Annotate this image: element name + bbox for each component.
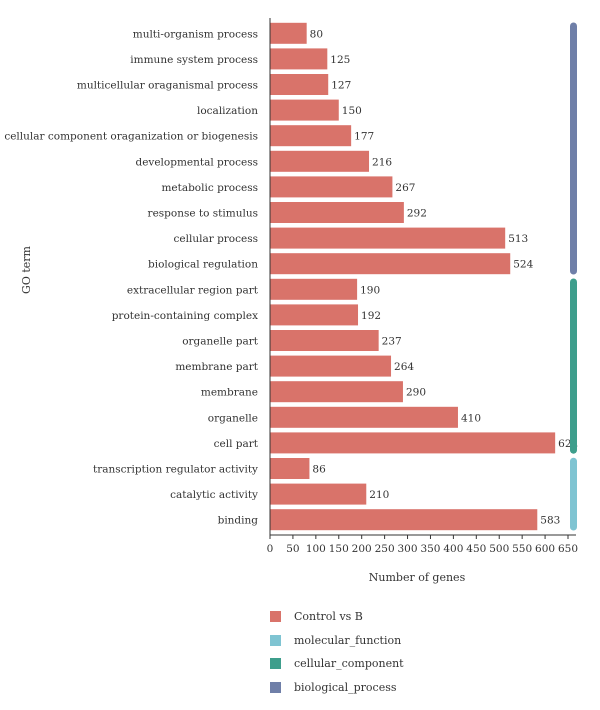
value-label: 210 xyxy=(369,489,389,501)
bar-10 xyxy=(270,278,358,300)
bar-1 xyxy=(270,48,328,70)
bar-18 xyxy=(270,483,367,505)
y-axis-title: GO term xyxy=(20,245,33,293)
group-bar-biological_process xyxy=(570,22,577,275)
legend-item: Control vs B xyxy=(270,605,404,629)
value-label: 127 xyxy=(331,80,351,92)
x-tick-label: 650 xyxy=(558,543,578,555)
bar-2 xyxy=(270,74,329,95)
bar-14 xyxy=(270,381,403,403)
category-label: multicellular oraganismal process xyxy=(77,80,258,92)
category-label: binding xyxy=(218,515,259,527)
legend-label: molecular_function xyxy=(294,633,402,647)
value-label: 513 xyxy=(508,233,528,245)
bar-4 xyxy=(270,125,352,147)
bar-6 xyxy=(270,176,393,198)
category-label: catalytic activity xyxy=(170,489,258,501)
category-label: organelle part xyxy=(182,336,259,348)
value-label: 150 xyxy=(342,105,362,117)
legend-swatch xyxy=(270,658,281,670)
x-tick-label: 0 xyxy=(267,543,274,555)
bar-3 xyxy=(270,99,339,121)
legend: Control vs B molecular_function cellular_c… xyxy=(270,605,404,699)
bar-0 xyxy=(270,22,307,44)
value-label: 216 xyxy=(372,156,392,168)
category-label: cell part xyxy=(214,438,259,450)
category-label: localization xyxy=(197,105,258,117)
value-label: 125 xyxy=(330,54,350,66)
category-label: protein-containing complex xyxy=(112,310,258,322)
value-label: 264 xyxy=(394,361,414,373)
value-label: 290 xyxy=(406,387,426,399)
x-tick-label: 450 xyxy=(466,543,486,555)
category-label: organelle xyxy=(208,412,258,424)
value-label: 410 xyxy=(461,412,481,424)
legend-label: Control vs B xyxy=(294,610,363,624)
x-tick-label: 150 xyxy=(329,543,349,555)
bar-16 xyxy=(270,432,556,454)
group-indicators xyxy=(570,22,577,531)
x-tick-label: 250 xyxy=(375,543,395,555)
category-labels: multi-organism process immune system proc… xyxy=(4,28,258,526)
category-label: extracellular region part xyxy=(127,284,259,296)
value-label: 190 xyxy=(360,284,380,296)
legend-label: cellular_component xyxy=(294,657,404,671)
category-label: membrane part xyxy=(175,361,258,373)
legend-swatch xyxy=(270,634,281,646)
legend-swatch xyxy=(270,611,281,623)
legend-item: biological_process xyxy=(270,676,404,700)
category-label: developmental process xyxy=(135,156,258,168)
bar-7 xyxy=(270,202,404,223)
x-tick-label: 500 xyxy=(489,543,509,555)
group-bar-molecular_function xyxy=(570,457,577,531)
category-label: response to stimulus xyxy=(148,208,258,220)
value-label: 583 xyxy=(540,515,560,527)
category-label: cellular process xyxy=(174,233,258,245)
legend-swatch xyxy=(270,681,281,693)
bar-19 xyxy=(270,509,538,531)
category-label: multi-organism process xyxy=(133,28,258,40)
category-label: membrane xyxy=(201,387,258,399)
bar-5 xyxy=(270,150,370,172)
value-label: 267 xyxy=(395,182,415,194)
value-label: 192 xyxy=(361,310,381,322)
bars-layer xyxy=(270,22,556,531)
legend-label: biological_process xyxy=(294,680,397,694)
x-tick-label: 550 xyxy=(512,543,532,555)
x-tick-label: 200 xyxy=(352,543,372,555)
bar-12 xyxy=(270,330,379,351)
x-axis-title: Number of genes xyxy=(369,571,466,584)
category-label: cellular component oraganization or biog… xyxy=(4,131,258,143)
value-label: 292 xyxy=(407,208,427,220)
category-label: immune system process xyxy=(130,54,258,66)
value-labels: 80 125 127 150 177 216 267 292 513 524 190 192 237 26… xyxy=(310,28,579,526)
x-tick-label: 600 xyxy=(535,543,555,555)
x-tick-label: 100 xyxy=(306,543,326,555)
value-label: 237 xyxy=(382,336,402,348)
bar-17 xyxy=(270,458,310,479)
bar-15 xyxy=(270,406,458,428)
value-label: 86 xyxy=(312,464,326,476)
go-bar-chart: multi-organism process immune system proc… xyxy=(4,18,579,584)
category-label: biological regulation xyxy=(148,259,258,271)
group-bar-cellular_component xyxy=(570,278,577,454)
x-tick-label: 50 xyxy=(286,543,299,555)
x-tick-label: 350 xyxy=(420,543,440,555)
legend-item: cellular_component xyxy=(270,652,404,676)
category-label: transcription regulator activity xyxy=(93,464,258,476)
x-tick-label: 400 xyxy=(443,543,463,555)
x-axis: 0 50 100 150 200 250 300 350 400 450 500 550 600 650 xyxy=(267,18,578,555)
x-tick-label: 300 xyxy=(398,543,418,555)
legend-item: molecular_function xyxy=(270,629,404,653)
bar-11 xyxy=(270,304,359,326)
bar-8 xyxy=(270,227,506,249)
bar-9 xyxy=(270,253,511,275)
category-label: metabolic process xyxy=(161,182,258,194)
value-label: 524 xyxy=(513,259,533,271)
value-label: 80 xyxy=(310,28,323,40)
bar-13 xyxy=(270,355,392,377)
value-label: 177 xyxy=(354,131,374,143)
